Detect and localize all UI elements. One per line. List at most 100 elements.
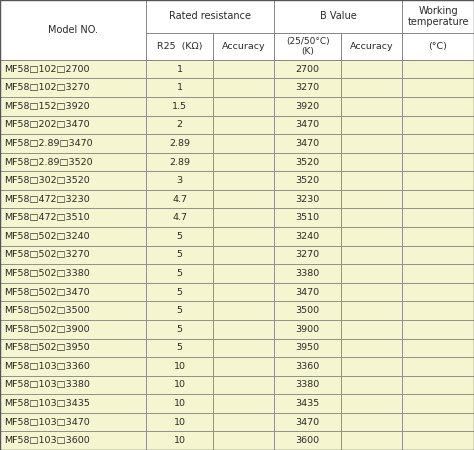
Bar — [274, 246, 341, 264]
Bar — [274, 208, 341, 227]
Text: Model NO.: Model NO. — [48, 25, 98, 35]
Bar — [0, 60, 146, 78]
Bar — [0, 302, 146, 320]
Bar — [146, 357, 213, 376]
Bar — [213, 338, 274, 357]
Bar — [341, 60, 402, 78]
Text: (25/50°C)
(K): (25/50°C) (K) — [286, 36, 329, 56]
Bar — [274, 227, 341, 246]
Bar — [402, 302, 474, 320]
Bar — [213, 97, 274, 116]
Bar — [213, 432, 274, 450]
Bar — [213, 171, 274, 190]
Bar — [274, 33, 341, 60]
Bar — [402, 376, 474, 394]
Bar — [146, 153, 213, 171]
Bar — [274, 153, 341, 171]
Bar — [402, 33, 474, 60]
Text: 3380: 3380 — [295, 380, 319, 389]
Text: 3470: 3470 — [295, 418, 319, 427]
Bar — [213, 227, 274, 246]
Text: MF58□502□3470: MF58□502□3470 — [4, 288, 90, 297]
Bar — [341, 97, 402, 116]
Bar — [274, 302, 341, 320]
Bar — [0, 134, 146, 153]
Bar — [402, 97, 474, 116]
Bar — [402, 97, 474, 116]
Bar — [341, 394, 402, 413]
Text: MF58□502□3900: MF58□502□3900 — [4, 325, 90, 334]
Bar — [0, 227, 146, 246]
Bar — [146, 413, 213, 432]
Bar — [274, 97, 341, 116]
Text: MF58□302□3520: MF58□302□3520 — [4, 176, 90, 185]
Bar — [146, 97, 213, 116]
Text: 5: 5 — [177, 306, 183, 315]
Bar — [274, 0, 402, 33]
Bar — [402, 60, 474, 78]
Bar — [341, 320, 402, 338]
Bar — [274, 394, 341, 413]
Bar — [402, 116, 474, 134]
Text: 10: 10 — [174, 399, 186, 408]
Bar — [274, 283, 341, 302]
Text: 3380: 3380 — [295, 269, 319, 278]
Bar — [0, 116, 146, 134]
Bar — [341, 338, 402, 357]
Bar — [341, 190, 402, 208]
Bar — [146, 78, 213, 97]
Text: B Value: B Value — [320, 11, 356, 22]
Bar — [274, 432, 341, 450]
Bar — [213, 302, 274, 320]
Bar — [213, 190, 274, 208]
Bar — [0, 264, 146, 283]
Bar — [402, 246, 474, 264]
Bar — [341, 97, 402, 116]
Bar — [402, 60, 474, 78]
Bar — [213, 376, 274, 394]
Bar — [402, 432, 474, 450]
Bar — [402, 78, 474, 97]
Bar — [341, 134, 402, 153]
Bar — [402, 357, 474, 376]
Bar — [146, 432, 213, 450]
Text: MF58□103□3380: MF58□103□3380 — [4, 380, 90, 389]
Bar — [213, 60, 274, 78]
Bar — [274, 320, 341, 338]
Bar — [146, 264, 213, 283]
Bar — [274, 0, 402, 33]
Bar — [146, 246, 213, 264]
Text: 5: 5 — [177, 232, 183, 241]
Bar — [402, 171, 474, 190]
Bar — [341, 208, 402, 227]
Text: 2700: 2700 — [296, 65, 319, 74]
Text: MF58□103□3470: MF58□103□3470 — [4, 418, 90, 427]
Bar — [146, 246, 213, 264]
Bar — [341, 413, 402, 432]
Bar — [146, 432, 213, 450]
Bar — [0, 78, 146, 97]
Bar — [213, 190, 274, 208]
Text: Accuracy: Accuracy — [350, 42, 393, 51]
Text: 3470: 3470 — [295, 288, 319, 297]
Bar — [402, 0, 474, 33]
Bar — [213, 60, 274, 78]
Bar — [402, 320, 474, 338]
Text: 10: 10 — [174, 362, 186, 371]
Bar — [0, 208, 146, 227]
Bar — [213, 134, 274, 153]
Bar — [146, 0, 274, 33]
Bar — [0, 78, 146, 97]
Bar — [274, 60, 341, 78]
Bar — [213, 283, 274, 302]
Bar — [146, 394, 213, 413]
Text: MF58□2.89□3470: MF58□2.89□3470 — [4, 139, 92, 148]
Bar — [341, 302, 402, 320]
Bar — [0, 153, 146, 171]
Bar — [0, 134, 146, 153]
Bar — [402, 153, 474, 171]
Bar — [213, 432, 274, 450]
Bar — [341, 227, 402, 246]
Bar — [0, 116, 146, 134]
Text: 3600: 3600 — [295, 436, 319, 445]
